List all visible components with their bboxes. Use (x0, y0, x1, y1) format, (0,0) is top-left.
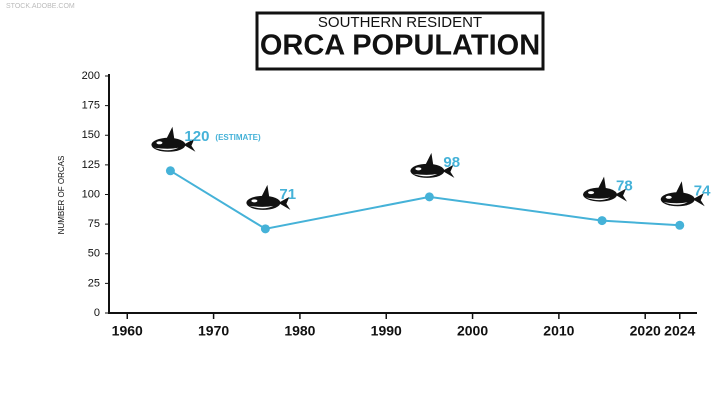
title-box (255, 11, 545, 71)
data-label: 98 (443, 154, 460, 171)
y-tick-label: 0 (94, 307, 100, 319)
orca-belly (663, 202, 688, 205)
y-tick-label: 25 (88, 277, 100, 289)
y-tick-label: 200 (82, 70, 100, 82)
y-tick-label: 150 (82, 129, 100, 141)
x-tick-label: 2000 (457, 323, 488, 339)
x-tick-label: 1990 (371, 323, 402, 339)
orca-fin (425, 152, 434, 166)
x-tick-label: 2010 (543, 323, 574, 339)
y-tick-label: 100 (82, 188, 100, 200)
data-point (424, 192, 434, 202)
x-tick-label: 1960 (112, 323, 143, 339)
x-tick-label: 2020 (630, 323, 661, 339)
orca-tail (442, 164, 455, 178)
data-label: 120 (184, 128, 209, 145)
orca-fin (166, 126, 175, 140)
orca-tail (615, 188, 628, 202)
orca-fin (261, 184, 270, 198)
data-label: 74 (694, 182, 711, 199)
watermark: STOCK.ADOBE.COM (6, 3, 75, 10)
y-tick-label: 75 (88, 218, 100, 230)
data-label: 71 (279, 186, 296, 203)
orca-patch (251, 199, 258, 203)
orca-belly (154, 147, 179, 151)
orca-icon (660, 181, 705, 207)
data-point (260, 224, 270, 234)
data-label: 78 (616, 178, 633, 195)
orca-belly (413, 173, 438, 177)
orca-fin (675, 181, 684, 195)
orca-tail (278, 196, 291, 210)
orca-icon (246, 184, 291, 210)
orca-icon (410, 152, 455, 178)
orca-patch (415, 167, 422, 171)
y-axis-label: NUMBER OF ORCAS (57, 156, 66, 235)
y-tick-label: 125 (82, 159, 100, 171)
orca-tail (183, 138, 196, 152)
orca-belly (249, 205, 274, 209)
chart-title: ORCA POPULATION (260, 30, 540, 62)
orca-belly (586, 197, 611, 201)
x-tick-label: 1970 (198, 323, 229, 339)
chart-subtitle: SOUTHERN RESIDENT (318, 14, 482, 31)
orca-icon (583, 176, 628, 202)
orca-patch (665, 195, 672, 199)
orca-tail (692, 193, 705, 207)
orca-icon (151, 126, 196, 152)
orca-patch (156, 141, 163, 145)
orca-patch (588, 191, 595, 195)
orca-fin (598, 176, 607, 190)
data-point (597, 216, 607, 226)
y-tick-label: 50 (88, 248, 100, 260)
y-tick-label: 175 (82, 100, 100, 112)
x-tick-label: 2024 (664, 323, 695, 339)
x-tick-label: 1980 (284, 323, 315, 339)
data-point (675, 220, 685, 230)
data-point (165, 166, 175, 176)
annotation: (ESTIMATE) (215, 133, 261, 142)
